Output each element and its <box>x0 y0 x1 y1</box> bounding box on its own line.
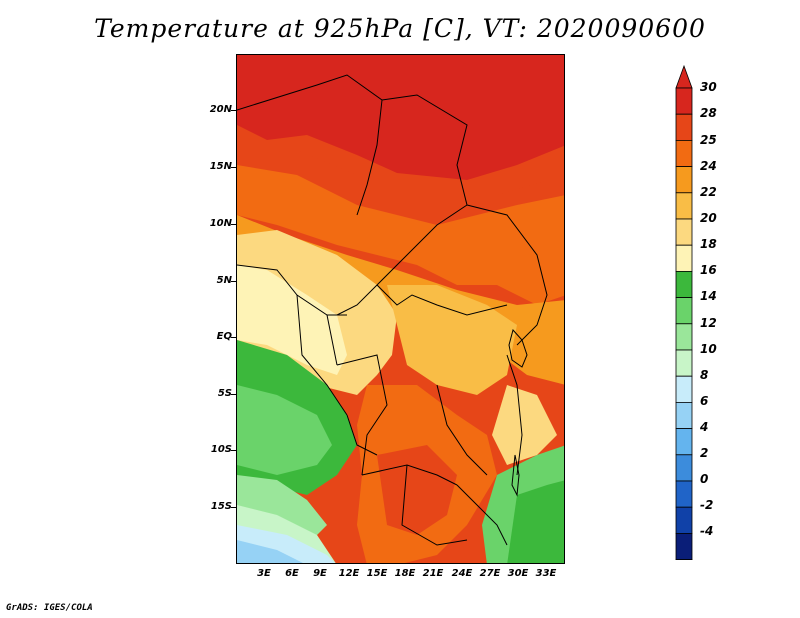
temperature-map <box>236 54 565 564</box>
colorbar-segment <box>675 428 693 456</box>
colorbar-label: 0 <box>700 472 709 486</box>
colorbar-segment <box>675 87 693 115</box>
x-axis-label: 9E <box>313 568 327 579</box>
colorbar-segment <box>675 349 693 377</box>
colorbar-label: -4 <box>700 524 714 538</box>
colorbar-segment <box>675 375 693 403</box>
y-axis-tick <box>231 394 236 395</box>
x-axis-label: 24E <box>451 568 473 579</box>
colorbar-label: 28 <box>700 106 717 120</box>
x-axis-label: 12E <box>338 568 360 579</box>
colorbar-segment <box>675 192 693 220</box>
colorbar-segment <box>675 480 693 508</box>
field-green2 <box>237 385 332 475</box>
colorbar-segment <box>675 166 693 194</box>
y-axis-label: 10N <box>209 218 232 229</box>
y-axis-tick <box>231 224 236 225</box>
y-axis-label: 10S <box>210 444 232 455</box>
field-warm2 <box>237 165 564 305</box>
field-hot <box>237 55 564 180</box>
y-axis-label: 20N <box>209 104 232 115</box>
y-axis-label: 15N <box>209 161 232 172</box>
x-axis-label: 33E <box>535 568 557 579</box>
colorbar-label: 18 <box>700 237 717 251</box>
credit-label: GrADS: IGES/COLA <box>6 603 93 613</box>
field-mild-east <box>492 385 557 465</box>
colorbar-label: 12 <box>700 316 717 330</box>
colorbar-segment <box>675 244 693 272</box>
x-axis-label: 27E <box>479 568 501 579</box>
x-axis-label: 6E <box>285 568 299 579</box>
colorbar-segment <box>675 270 693 298</box>
x-axis-label: 3E <box>257 568 271 579</box>
colorbar-segment <box>675 218 693 246</box>
colorbar-label: 24 <box>700 159 717 173</box>
colorbar-label: 6 <box>700 394 709 408</box>
colorbar-label: 25 <box>700 133 717 147</box>
colorbar-segment <box>675 454 693 482</box>
field-blue <box>237 540 303 563</box>
y-axis-tick <box>231 110 236 111</box>
y-axis-tick <box>231 450 236 451</box>
temperature-field <box>237 55 564 563</box>
colorbar-segment <box>675 297 693 325</box>
colorbar-label: 14 <box>700 289 717 303</box>
colorbar-segment <box>675 140 693 168</box>
y-axis-label: 5S <box>217 388 232 399</box>
x-axis-label: 30E <box>507 568 529 579</box>
lake-outlines <box>508 328 528 497</box>
colorbar-label: 2 <box>700 446 709 460</box>
y-axis-tick <box>231 337 236 338</box>
y-axis-tick <box>231 507 236 508</box>
x-axis-label: 15E <box>366 568 388 579</box>
colorbar <box>675 64 693 560</box>
colorbar-segment <box>675 532 693 560</box>
colorbar-segment <box>675 506 693 534</box>
colorbar-label: 20 <box>700 211 717 225</box>
y-axis-tick <box>231 281 236 282</box>
colorbar-label: 4 <box>700 420 709 434</box>
colorbar-label: 8 <box>700 368 709 382</box>
colorbar-segment <box>675 401 693 429</box>
colorbar-label: 10 <box>700 342 717 356</box>
colorbar-label: 22 <box>700 185 717 199</box>
colorbar-label: 16 <box>700 263 717 277</box>
y-axis-label: EQ <box>216 331 232 342</box>
x-axis-label: 21E <box>422 568 444 579</box>
y-axis-label: 5N <box>216 275 232 286</box>
country-borders <box>237 74 548 546</box>
colorbar-segment <box>675 323 693 351</box>
colorbar-segment <box>675 113 693 141</box>
colorbar-label: 30 <box>700 80 717 94</box>
x-axis-label: 18E <box>394 568 416 579</box>
colorbar-top-arrow <box>675 64 693 89</box>
y-axis-tick <box>231 167 236 168</box>
colorbar-label: -2 <box>700 498 714 512</box>
field-green2-east <box>507 480 564 563</box>
y-axis-label: 15S <box>210 501 232 512</box>
map-title: Temperature at 925hPa [C], VT: 202009060… <box>94 14 706 43</box>
field-warm4 <box>387 285 517 395</box>
field-cool <box>237 265 347 375</box>
